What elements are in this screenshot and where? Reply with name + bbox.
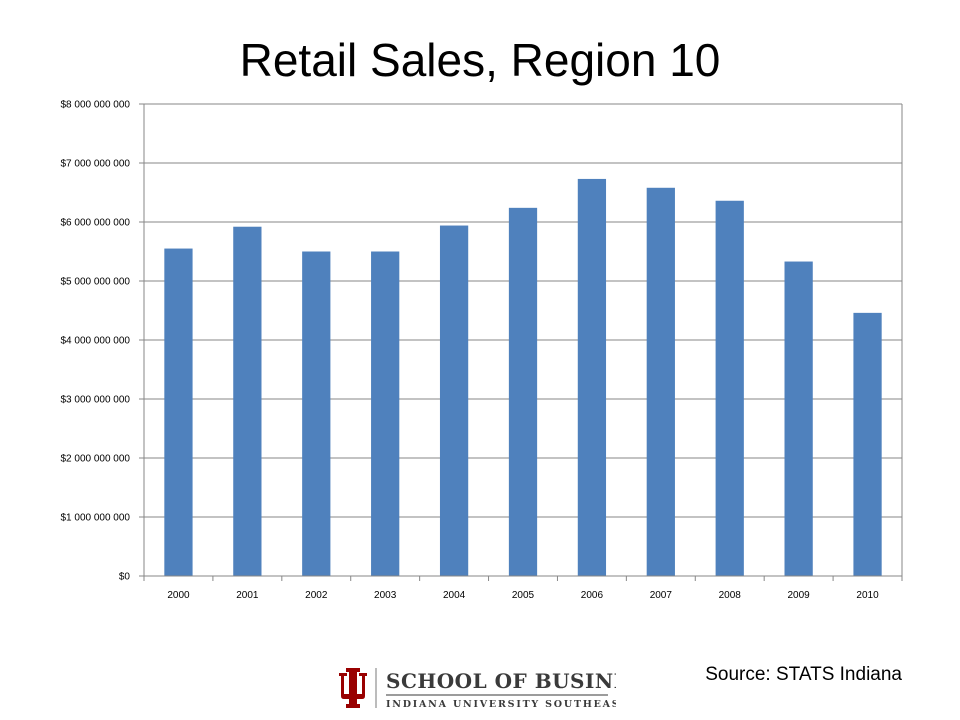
bar-2002 bbox=[302, 251, 331, 576]
x-tick-label: 2007 bbox=[650, 590, 673, 601]
slide-title: Retail Sales, Region 10 bbox=[239, 34, 721, 86]
x-tick-label: 2006 bbox=[581, 590, 604, 601]
y-tick-labels: $0 $1 000 000 000 $2 000 000 000 $3 000 000… bbox=[60, 100, 144, 583]
logo-line-1: SCHOOL OF BUSINESS bbox=[386, 669, 616, 693]
bar-2000 bbox=[164, 248, 193, 577]
x-tick-label: 2005 bbox=[512, 590, 535, 601]
y-tick-label: $3 000 000 000 bbox=[60, 395, 130, 406]
x-tick-label: 2008 bbox=[719, 590, 742, 601]
logo-line-2: INDIANA UNIVERSITY SOUTHEAST bbox=[386, 699, 616, 710]
x-tick-label: 2002 bbox=[305, 590, 328, 601]
x-tick-label: 2009 bbox=[788, 590, 811, 601]
x-tick-labels: 2000 2001 2002 2003 2004 2005 2006 2007 2008 2009… bbox=[143, 576, 903, 601]
bar-2008 bbox=[715, 200, 744, 576]
bar-2003 bbox=[371, 251, 400, 576]
bar-2005 bbox=[508, 207, 538, 576]
y-tick-label: $0 bbox=[119, 572, 131, 583]
y-tick-label: $8 000 000 000 bbox=[60, 100, 130, 111]
bar-2001 bbox=[233, 226, 262, 576]
x-tick-label: 2003 bbox=[374, 590, 397, 601]
y-tick-label: $7 000 000 000 bbox=[60, 159, 130, 170]
x-tick-label: 2000 bbox=[167, 590, 190, 601]
source-note: Source: STATS Indiana bbox=[705, 664, 902, 685]
school-of-business-logo: SCHOOL OF BUSINESS INDIANA UNIVERSITY SO… bbox=[339, 668, 616, 710]
x-tick-label: 2010 bbox=[856, 590, 879, 601]
x-tick-label: 2004 bbox=[443, 590, 466, 601]
y-tick-label: $4 000 000 000 bbox=[60, 336, 130, 347]
y-tick-label: $6 000 000 000 bbox=[60, 218, 130, 229]
bar-2007 bbox=[646, 187, 675, 576]
y-tick-label: $2 000 000 000 bbox=[60, 454, 130, 465]
retail-sales-bar-chart: $0 $1 000 000 000 $2 000 000 000 $3 000 000… bbox=[60, 100, 903, 601]
bar-2006 bbox=[577, 178, 607, 576]
y-tick-label: $5 000 000 000 bbox=[60, 277, 130, 288]
bars bbox=[164, 178, 882, 577]
trident-icon bbox=[339, 668, 367, 708]
y-tick-label: $1 000 000 000 bbox=[60, 513, 130, 524]
bar-2009 bbox=[784, 261, 813, 576]
bar-2010 bbox=[853, 312, 882, 576]
bar-2004 bbox=[439, 225, 469, 577]
x-tick-label: 2001 bbox=[236, 590, 259, 601]
